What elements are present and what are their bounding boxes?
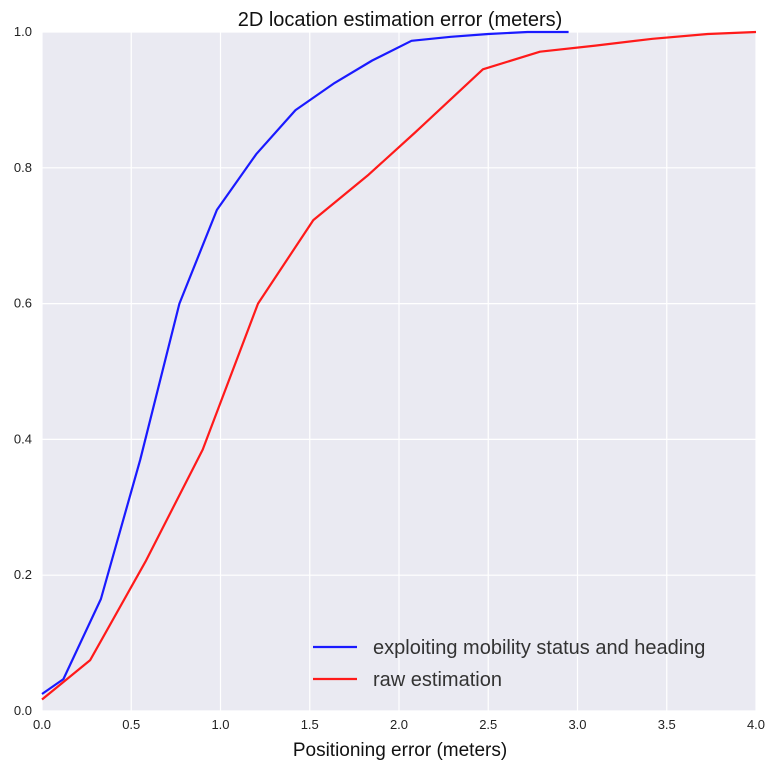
- y-tick-labels: 0.0 0.2 0.4 0.6 0.8 1.0: [14, 24, 32, 718]
- y-tick-label: 0.2: [14, 567, 32, 582]
- legend-label-2: raw estimation: [373, 669, 502, 691]
- x-tick-label: 3.0: [568, 717, 586, 732]
- y-tick-label: 0.0: [14, 703, 32, 718]
- x-tick-label: 0.5: [122, 717, 140, 732]
- x-tick-label: 1.5: [301, 717, 319, 732]
- grid-lines: [41, 31, 757, 712]
- chart-title: 2D location estimation error (meters): [238, 9, 563, 31]
- x-tick-label: 3.5: [658, 717, 676, 732]
- series-line-1: [41, 30, 569, 695]
- y-tick-label: 0.4: [14, 431, 32, 446]
- x-tick-label: 2.0: [390, 717, 408, 732]
- x-tick-label: 4.0: [747, 717, 765, 732]
- y-tick-label: 0.6: [14, 296, 32, 311]
- series-line-2: [41, 30, 757, 701]
- legend-label-1: exploiting mobility status and heading: [373, 637, 705, 659]
- x-tick-label: 1.0: [211, 717, 229, 732]
- x-tick-label: 0.0: [33, 717, 51, 732]
- x-axis-label: Positioning error (meters): [293, 740, 507, 761]
- x-tick-label: 2.5: [479, 717, 497, 732]
- legend: exploiting mobility status and heading ra…: [313, 637, 705, 691]
- y-tick-label: 1.0: [14, 24, 32, 39]
- series-lines: [41, 30, 757, 701]
- y-tick-label: 0.8: [14, 160, 32, 175]
- x-tick-labels: 0.0 0.5 1.0 1.5 2.0 2.5 3.0 3.5 4.0: [33, 717, 765, 732]
